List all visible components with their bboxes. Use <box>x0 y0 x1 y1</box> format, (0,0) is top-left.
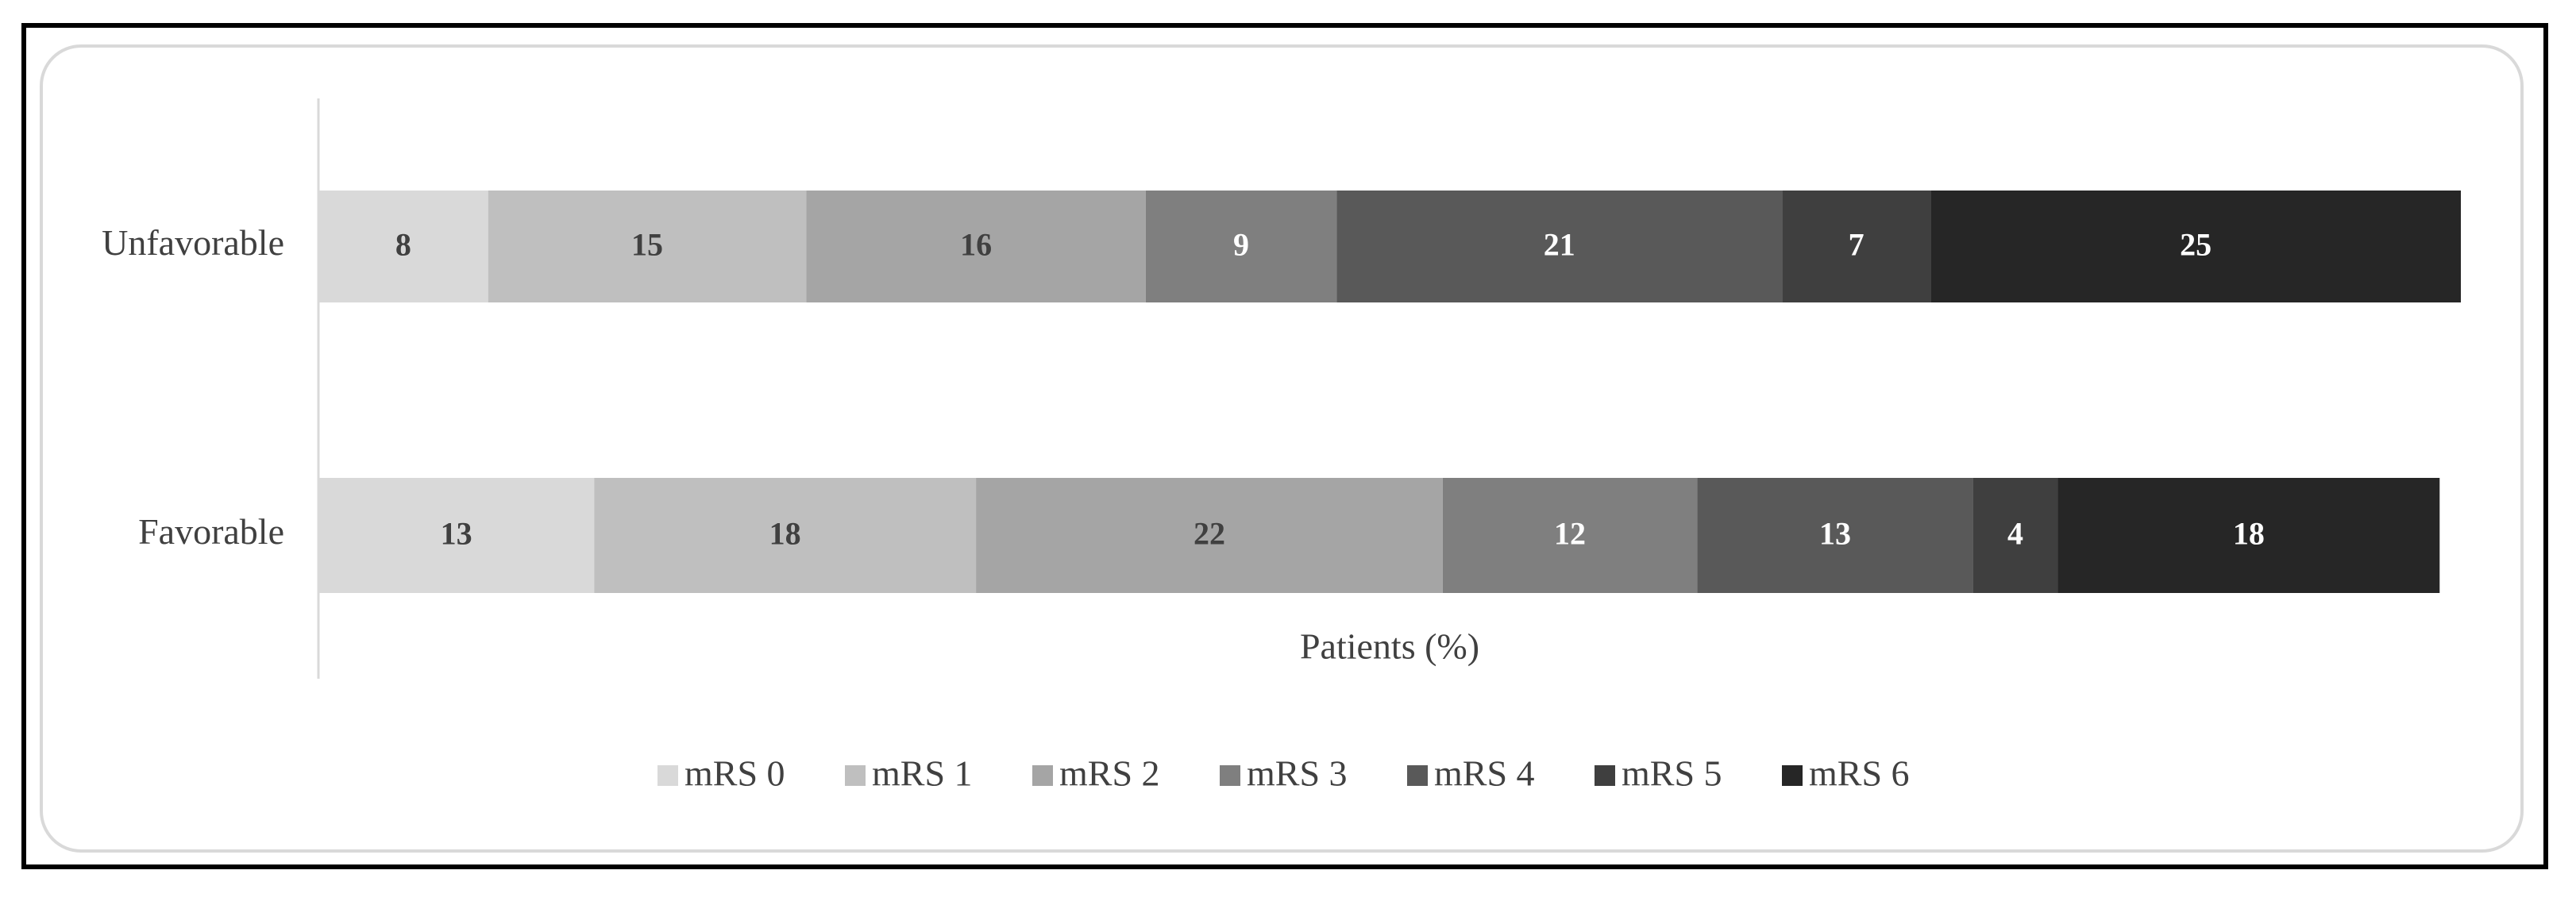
bar-segment <box>1972 478 2058 593</box>
data-label: 21 <box>1544 227 1575 263</box>
legend-label: mRS 3 <box>1247 753 1348 794</box>
legend-label: mRS 4 <box>1434 753 1535 794</box>
bar-segment <box>1336 191 1783 302</box>
data-label: 15 <box>631 227 663 263</box>
data-label: 12 <box>1554 516 1586 552</box>
bar-segment <box>1782 191 1931 302</box>
legend-swatch <box>1220 765 1240 786</box>
legend-label: mRS 6 <box>1809 753 1910 794</box>
data-label: 18 <box>769 516 801 552</box>
legend-swatch <box>845 765 866 786</box>
data-label: 16 <box>960 227 992 263</box>
legend-label: mRS 1 <box>872 753 973 794</box>
data-label: 13 <box>1819 516 1851 552</box>
chart-area <box>40 44 2524 853</box>
legend-label: mRS 0 <box>684 753 785 794</box>
legend-swatch <box>1595 765 1615 786</box>
category-label: Unfavorable <box>102 222 284 263</box>
legend-swatch <box>1032 765 1053 786</box>
bar-segment <box>2057 478 2440 593</box>
bar-segment <box>1145 191 1337 302</box>
bar-segment <box>318 191 488 302</box>
legend-swatch <box>1407 765 1428 786</box>
data-label: 9 <box>1233 227 1249 263</box>
legend-label: mRS 5 <box>1622 753 1722 794</box>
legend-label: mRS 2 <box>1059 753 1160 794</box>
bar-segment <box>1697 478 1973 593</box>
data-label: 4 <box>2007 516 2023 552</box>
data-label: 22 <box>1194 516 1225 552</box>
category-label: Favorable <box>138 511 284 552</box>
legend-swatch <box>657 765 678 786</box>
x-axis-title: Patients (%) <box>1300 626 1479 667</box>
bar-segment <box>1442 478 1698 593</box>
data-label: 25 <box>2180 227 2212 263</box>
data-label: 13 <box>441 516 472 552</box>
bar-segment <box>976 478 1443 593</box>
bar-segment <box>488 191 807 302</box>
data-label: 18 <box>2233 516 2265 552</box>
data-label: 7 <box>1849 227 1865 263</box>
data-label: 8 <box>395 227 411 263</box>
bar-segment <box>318 478 595 593</box>
legend-swatch <box>1782 765 1803 786</box>
bar-segment <box>1930 191 2461 302</box>
bar-segment <box>594 478 977 593</box>
bar-segment <box>806 191 1146 302</box>
